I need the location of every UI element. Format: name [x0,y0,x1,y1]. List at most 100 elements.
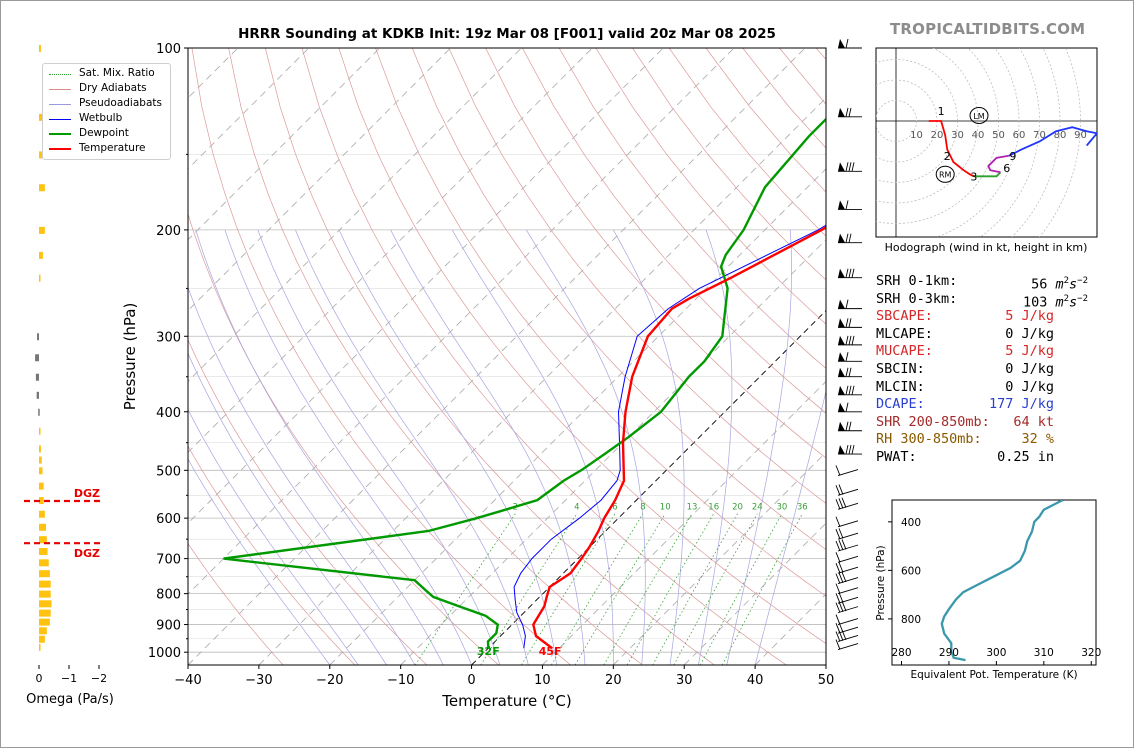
mixing-ratio-label: 10 [660,503,671,513]
pseudoadiabat [698,229,733,665]
dry-adiabat [558,48,826,369]
x-tick-label: −30 [245,673,272,688]
dry-adiabat [522,48,826,414]
omega-bar [38,408,40,416]
mixing-ratio-label: 30 [776,503,787,513]
legend-swatch [49,119,71,120]
omega-bar [39,536,47,544]
legend-label: Pseudoadiabats [79,97,162,109]
wind-barb-feather [845,162,849,172]
wind-barb-flag [838,445,845,455]
wind-barb-feather [835,631,841,642]
stat-label: RH 300-850mb: [876,431,982,448]
stat-label: SBCIN: [876,361,925,377]
stat-value: 177 J/kg [988,396,1054,413]
wind-barb-feather [848,367,852,377]
mixing-ratio-label: 20 [732,503,743,513]
x-tick-label: 30 [676,673,693,688]
hodograph-ring-label: 40 [972,130,985,141]
wind-barb-feather [845,402,849,412]
pseudoadiabat [188,458,331,665]
hodograph-ring [1011,48,1061,237]
legend-swatch [49,104,71,105]
stat-value: 0.25 in [997,449,1054,465]
stat-label: MUCAPE: [876,343,933,360]
omega-bar [36,391,39,399]
legend-label: Dry Adiabats [79,82,147,94]
pseudoadiabat [612,229,685,665]
wind-barb-feather [838,630,844,641]
hodograph: 10 20 30 40 50 60 70 80 90 [876,48,1097,237]
hodograph-trace [973,171,1002,178]
omega-bar [37,333,39,341]
wind-barb-feather [835,563,841,574]
pseudoadiabat [295,229,529,665]
dry-adiabat [191,48,571,665]
hodograph-height-label: 1 [938,105,945,118]
wind-barb-feather [851,162,855,172]
wind-barb-feather [835,593,841,604]
freezing-label: 32F [477,645,500,658]
site-brand: TROPICALTIDBITS.COM [890,20,1086,38]
hodograph-ring-label: 30 [951,130,964,141]
wind-barb-feather [845,444,849,455]
pseudoadiabat [526,229,646,665]
wind-barb-feather [845,335,849,345]
x-axis-label: Temperature (°C) [441,692,571,710]
wind-barbs [835,38,862,650]
omega-bar [39,609,51,617]
y-tick-label: 500 [156,464,181,479]
chart-title: HRRR Sounding at KDKB Init: 19z Mar 08 [… [238,26,776,42]
omega-bar [39,559,49,567]
omega-bar [39,184,45,192]
pseudoadiabat [188,286,416,665]
wind-barb-feather [848,318,852,328]
wind-barb-feather [848,385,852,395]
stat-label: SBCAPE: [876,308,933,325]
mixing-ratio-label: 8 [640,503,645,513]
dry-adiabat [595,48,826,325]
hodograph-trace [987,154,1009,174]
stat-value: 0 J/kg [1005,325,1054,342]
wind-barb-flag [838,318,845,328]
mixing-ratio-line [480,513,578,665]
wind-barb-feather [835,516,841,527]
hodograph-ring [876,48,979,204]
dry-adiabat [301,48,787,665]
omega-bar [39,523,47,531]
omega-bar [39,45,41,52]
wind-barb-feather [841,539,847,550]
mixing-ratio-line [626,513,715,665]
y-tick-label: 100 [156,42,181,57]
omega-bar [39,427,41,435]
mixing-ratio-line [721,513,803,665]
mixing-ratio-label: 16 [708,503,719,513]
omega-tick-label: −2 [91,672,107,685]
mixing-ratio-line [699,513,783,665]
dewpoint-line [223,117,826,649]
wind-barb-staff [837,596,859,604]
wind-barb-staff [837,626,859,634]
wind-barb-flag [838,402,845,412]
omega-tick-label: 0 [36,672,43,685]
rm-label: RM [939,170,952,179]
stat-label: MLCAPE: [876,325,933,342]
omega-bar [39,547,48,555]
omega-bar [39,627,47,635]
omega-bar [39,251,43,259]
wind-barb-staff [837,544,859,552]
wind-barb-staff [837,532,859,540]
stat-value: 64 kt [1013,413,1054,430]
wind-barb-flag [838,200,845,210]
wind-barb-feather [848,162,852,172]
wind-barb-feather [848,233,852,243]
wind-barb-feather [848,421,852,431]
wind-barb-feather [835,465,841,476]
pseudoadiabat [257,229,501,665]
wind-barb-feather [845,200,849,210]
hodograph-ring [876,48,999,224]
stat-value: 32 % [1021,431,1054,448]
pseudoadiabat [451,229,614,665]
stat-label: SHR 200-850mb: [876,413,990,430]
